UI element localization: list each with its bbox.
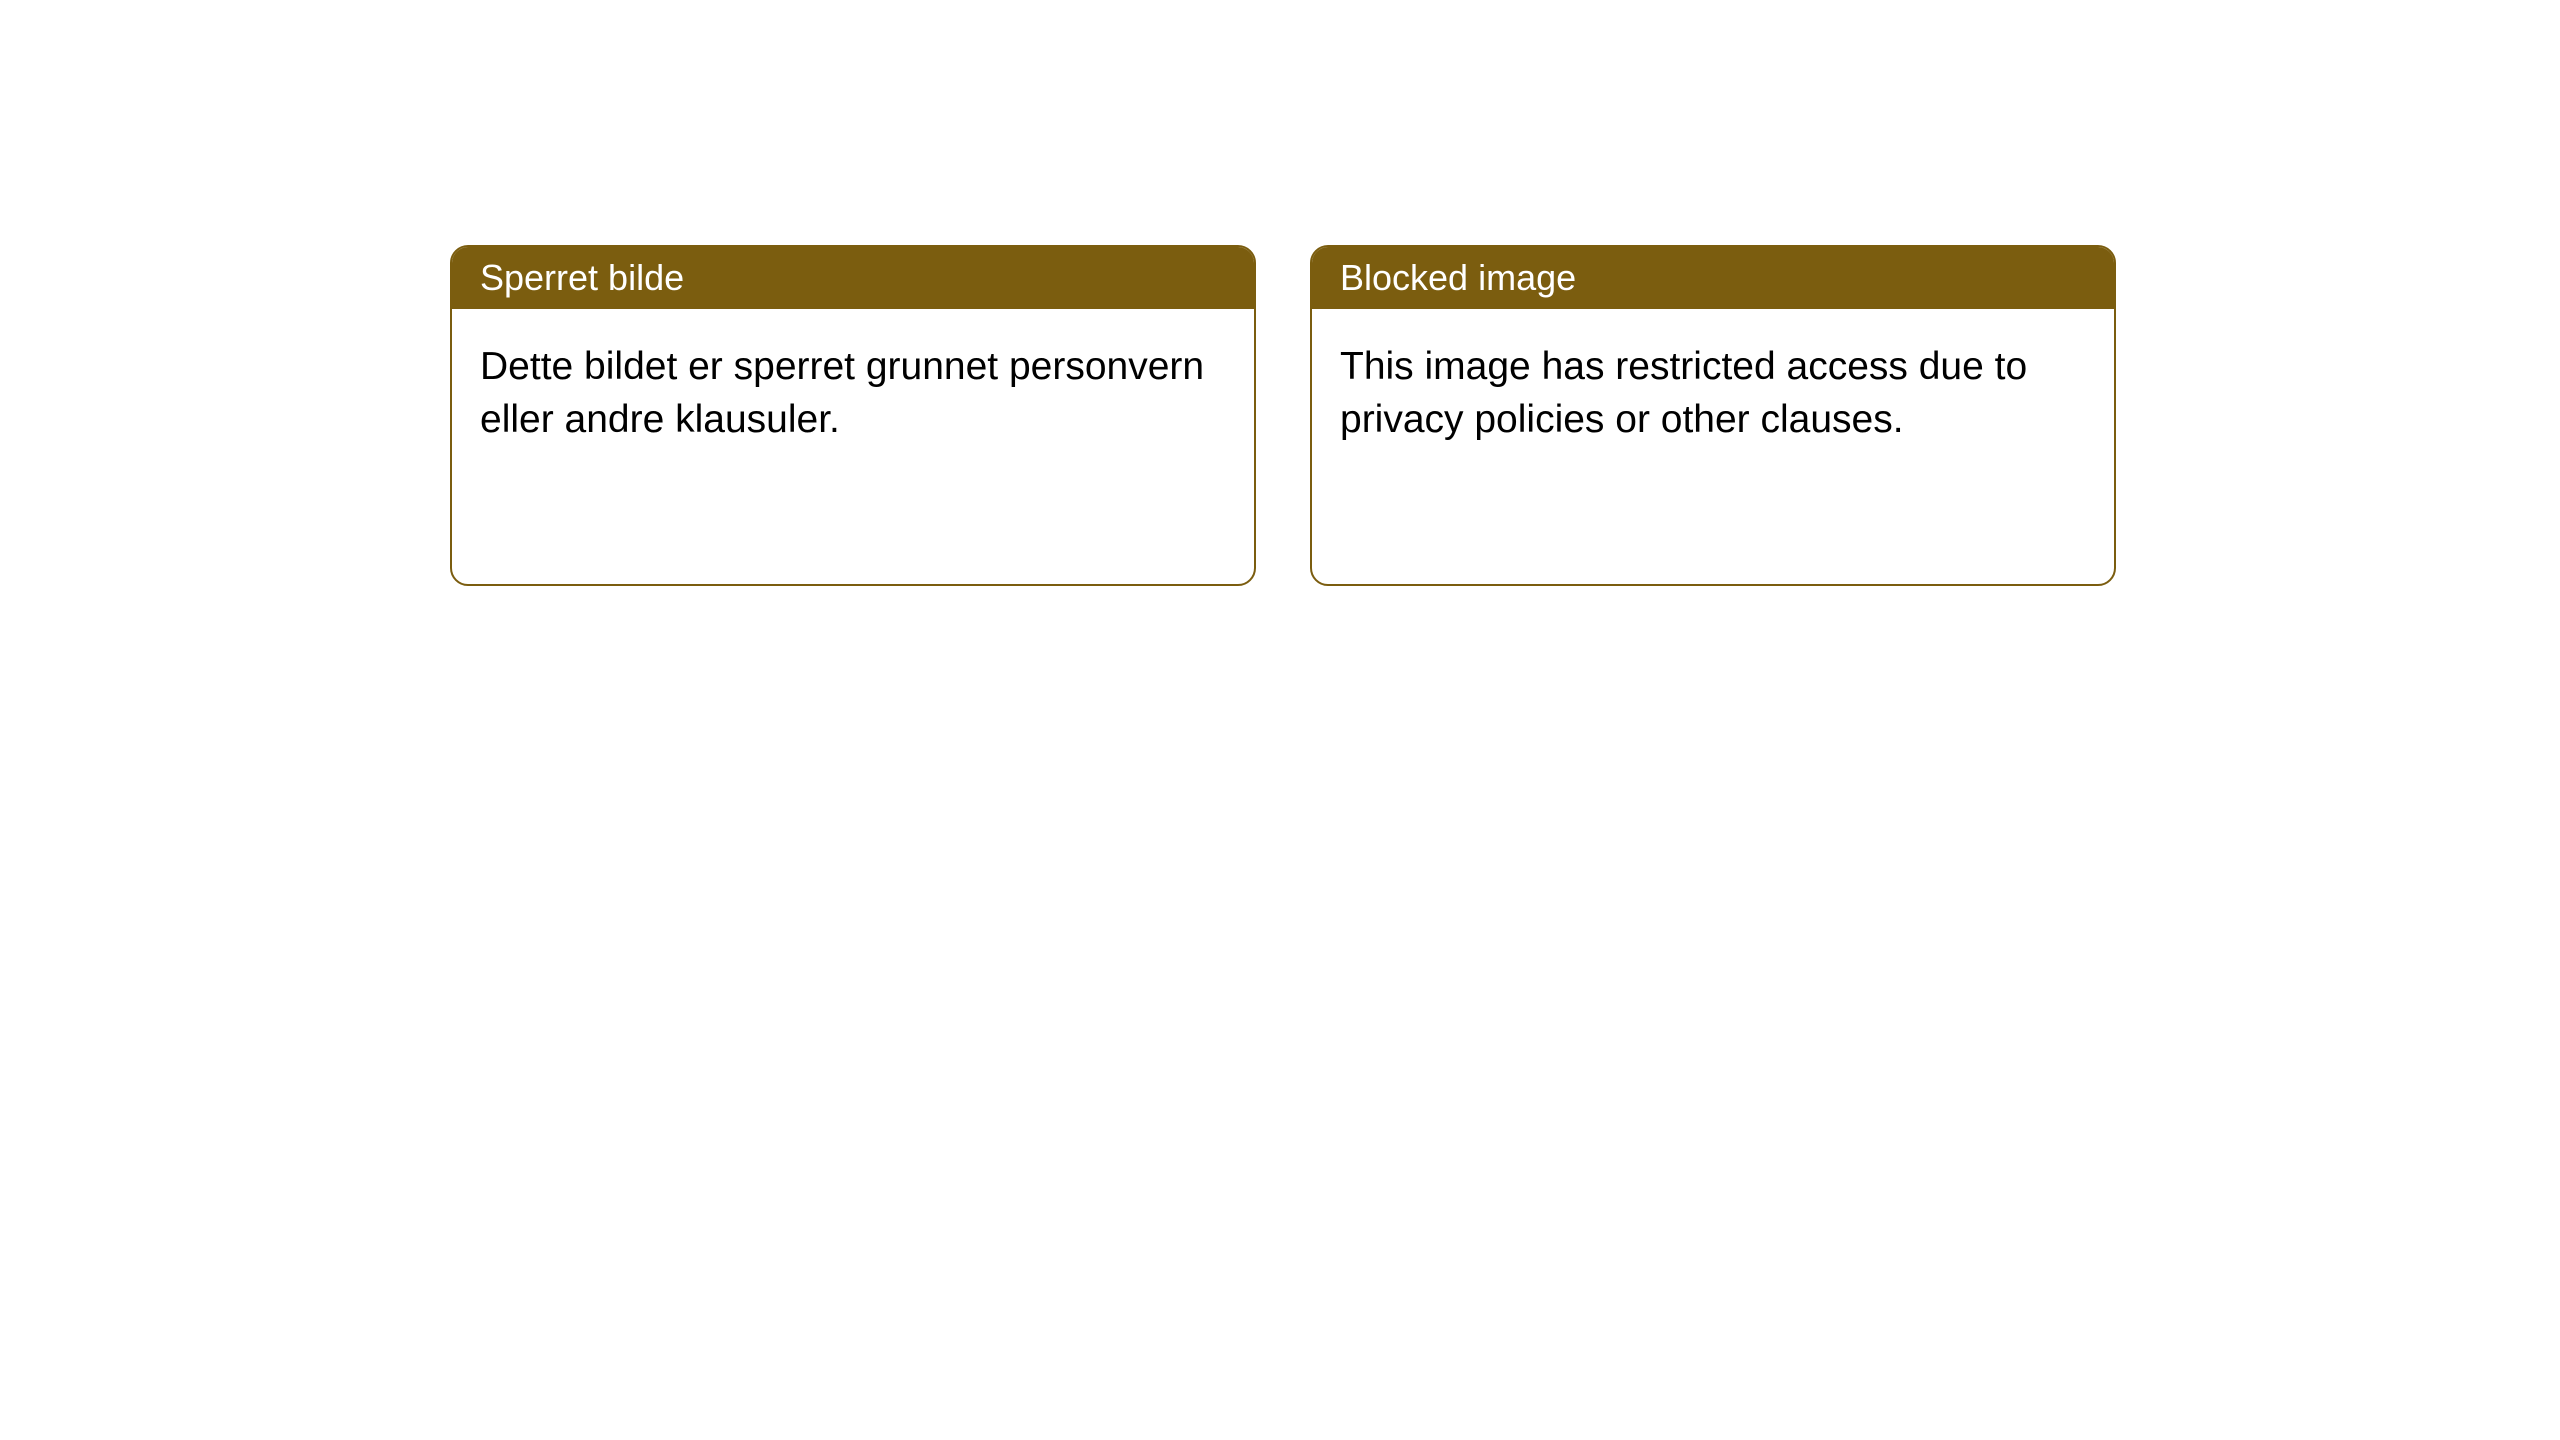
notice-title-norwegian: Sperret bilde: [452, 247, 1254, 309]
notice-card-english: Blocked image This image has restricted …: [1310, 245, 2116, 586]
notice-container: Sperret bilde Dette bildet er sperret gr…: [0, 0, 2560, 586]
notice-body-norwegian: Dette bildet er sperret grunnet personve…: [452, 309, 1254, 584]
notice-title-english: Blocked image: [1312, 247, 2114, 309]
notice-body-english: This image has restricted access due to …: [1312, 309, 2114, 584]
notice-card-norwegian: Sperret bilde Dette bildet er sperret gr…: [450, 245, 1256, 586]
